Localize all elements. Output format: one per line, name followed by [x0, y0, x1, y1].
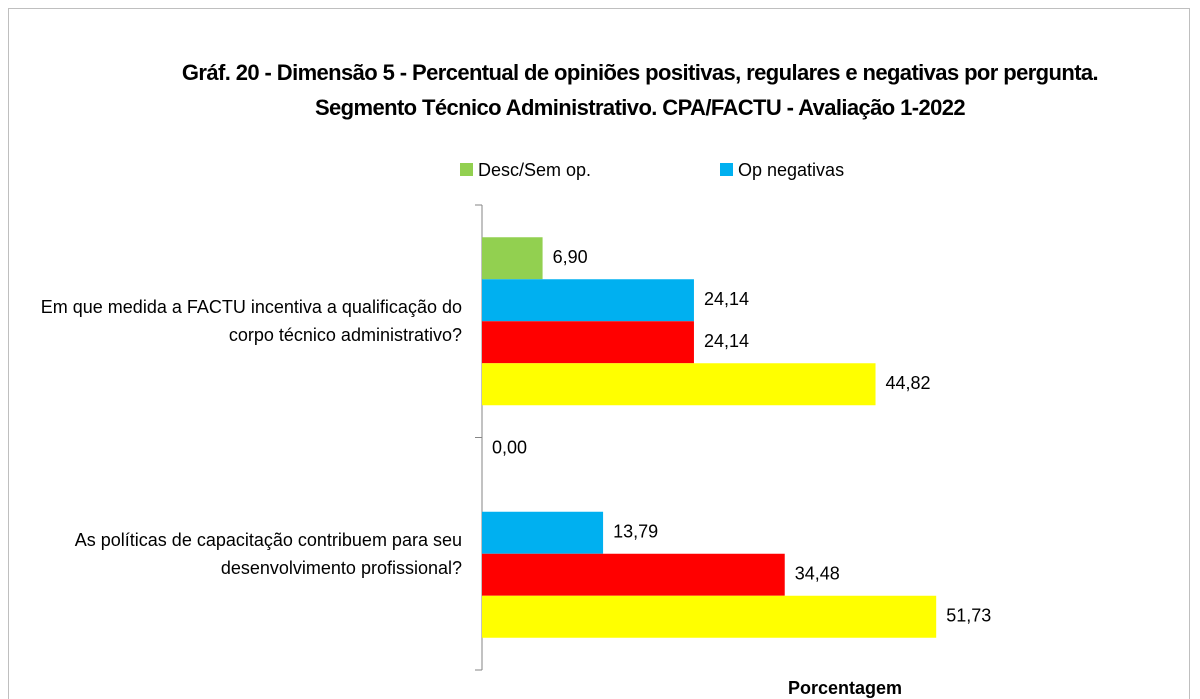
- category-label: Em que medida a FACTU incentiva a qualif…: [40, 297, 462, 346]
- bar: [482, 595, 937, 638]
- bar: [482, 279, 694, 322]
- data-label: 34,48: [795, 564, 840, 584]
- bar: [482, 321, 694, 364]
- data-label: 24,14: [704, 331, 749, 351]
- legend-swatch: [460, 163, 473, 176]
- legend-swatch: [720, 163, 733, 176]
- category-label: As políticas de capacitação contribuem p…: [74, 529, 462, 578]
- data-label: 13,79: [613, 522, 658, 542]
- data-label: 24,14: [704, 289, 749, 309]
- data-label: 51,73: [946, 606, 991, 626]
- data-label: 0,00: [492, 438, 527, 458]
- bar: [482, 511, 604, 554]
- data-label: 6,90: [553, 247, 588, 267]
- legend-label: Desc/Sem op.: [478, 160, 591, 180]
- data-label: 44,82: [886, 373, 931, 393]
- chart-border: [8, 8, 1190, 699]
- chart-title: Gráf. 20 - Dimensão 5 - Percentual de op…: [181, 60, 1099, 120]
- legend-label: Op negativas: [738, 160, 844, 180]
- x-axis-label: Porcentagem: [788, 678, 902, 698]
- bar: [482, 237, 543, 280]
- bar: [482, 363, 876, 406]
- bar: [482, 553, 785, 596]
